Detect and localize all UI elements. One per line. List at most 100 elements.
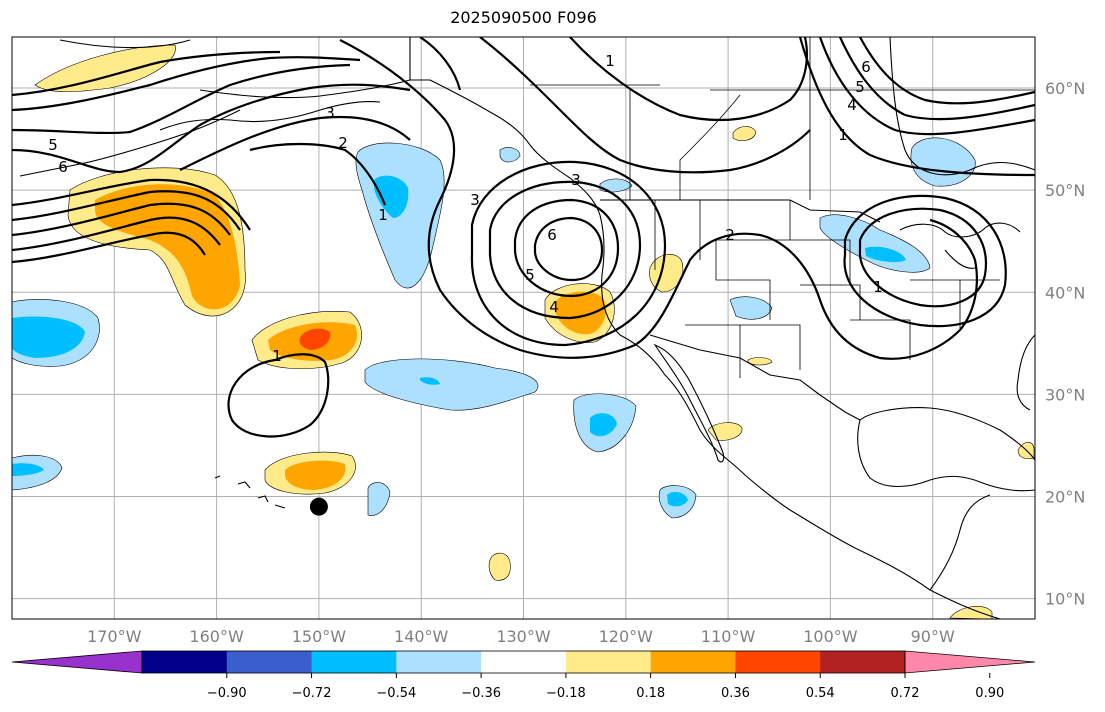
contour-north-ridge-2 (419, 37, 462, 91)
contour-west-4 (12, 216, 221, 252)
longitude-tick-label: 120°W (599, 627, 654, 646)
colorbar-extend-high (904, 650, 1036, 674)
contour-west-2 (12, 190, 241, 231)
anomaly-negative-wyoming (729, 296, 773, 320)
colorbar-tick-label: −0.18 (546, 686, 586, 701)
contour-ridge-west-coast-2 (179, 115, 411, 171)
anomaly-red-central-pacific (299, 328, 331, 350)
colorbar-tick-label: 0.72 (891, 686, 920, 701)
latitude-tick-label: 30°N (1045, 385, 1085, 404)
anomaly-positive-nm (747, 357, 773, 366)
contour-closed-low-2 (513, 198, 620, 298)
anomaly-negative-bc-coast (499, 147, 521, 163)
colorbar-segment (226, 651, 313, 673)
anomaly-cyan-socal-offshore (667, 492, 688, 507)
contour-north-ridge-3 (569, 37, 808, 122)
colorbar-segment (650, 651, 736, 673)
colorbar-tick-label: 0.18 (636, 686, 665, 701)
canada-provincial-lines (530, 37, 1035, 200)
anomaly-negative-hudson (910, 137, 976, 187)
map-frame (11, 36, 1036, 620)
contour-label: 6 (547, 226, 557, 244)
hawaiian-islands (214, 475, 286, 509)
latitude-labels: 60°N 50°N 40°N 30°N 20°N 10°N (1045, 79, 1085, 609)
longitude-tick-label: 130°W (496, 627, 551, 646)
latitude-tick-label: 40°N (1045, 283, 1085, 302)
contour-aleutian-low-1 (12, 83, 411, 174)
contour-northeast-2 (838, 37, 1035, 121)
contour-central-pacific-loop (227, 353, 330, 438)
anomaly-cyan-subtropic (420, 377, 440, 385)
contour-closed-low-3 (533, 216, 604, 282)
gridlines (12, 37, 1035, 619)
longitude-tick-label: 100°W (803, 627, 858, 646)
colorbar-segment (311, 651, 397, 673)
contour-label: 5 (855, 78, 865, 96)
colorbar-tick-label: 0.54 (806, 686, 835, 701)
contour-north-ridge-1 (479, 37, 811, 174)
colorbar-tick-label: 0.90 (975, 686, 1004, 701)
colorbar-segment (142, 651, 228, 673)
colorbar: −0.90 −0.72 −0.54 −0.36 −0.18 0.18 0.36 0.54 0.7… (11, 650, 1036, 701)
colorbar-tick-label: −0.72 (292, 686, 332, 701)
contour-aleutian-low-2 (12, 63, 351, 135)
anomaly-orange-hawaii-north (284, 460, 346, 490)
colorbar-segment (481, 651, 567, 673)
colorbar-segment (565, 651, 652, 673)
contour-aleutian-low-3 (12, 56, 361, 112)
contour-label: 1 (873, 278, 883, 296)
latitude-tick-label: 50°N (1045, 181, 1085, 200)
contour-label: 4 (549, 298, 559, 316)
contour-label: 1 (378, 206, 388, 224)
coastlines (19, 37, 1035, 619)
contour-label: 6 (58, 158, 68, 176)
us-state-lines (654, 200, 1000, 378)
latitude-tick-label: 20°N (1045, 487, 1085, 506)
shaded-anomalies (12, 44, 1035, 619)
longitude-tick-label: 170°W (87, 627, 142, 646)
aleutian-islands (19, 109, 241, 177)
contour-label: 3 (470, 191, 480, 209)
contour-great-lakes-low (858, 207, 987, 308)
great-lakes (899, 222, 1021, 269)
latitude-tick-label: 60°N (1045, 79, 1085, 98)
contour-label: 1 (272, 347, 282, 365)
contour-label: 1 (605, 52, 615, 70)
anomaly-cyan-west-edge (12, 316, 85, 358)
gulf-of-mexico-coast (857, 407, 1035, 492)
canada-us-border (600, 199, 881, 223)
contour-aleutian-low-4 (12, 50, 281, 97)
colorbar-tick-label: −0.90 (207, 686, 247, 701)
contour-east-ridge (339, 39, 978, 360)
contour-ridge-west-coast (249, 142, 387, 206)
colorbar-segment (735, 651, 821, 673)
anomaly-positive-se-corner (949, 606, 993, 619)
anomaly-positive-bc (732, 126, 757, 141)
contour-lines (12, 37, 1035, 438)
anomaly-negative-pnw (599, 178, 633, 193)
contour-west-1 (12, 178, 251, 231)
central-america (929, 494, 991, 591)
map-title: 2025090500 F096 (450, 8, 597, 27)
contour-closed-low-4 (470, 160, 667, 347)
contour-northeast-1 (818, 37, 1035, 136)
contour-west-5 (12, 231, 206, 264)
contour-closed-low-1 (488, 180, 642, 320)
contour-label: 2 (725, 226, 735, 244)
contour-label: 6 (861, 58, 871, 76)
station-marker (309, 497, 328, 516)
anomaly-positive-tropical (488, 552, 511, 581)
colorbar-tick-label: 0.36 (721, 686, 750, 701)
contour-label: 3 (571, 171, 581, 189)
anomaly-cyan-west-edge-south (12, 463, 44, 476)
longitude-tick-label: 160°W (189, 627, 244, 646)
us-mexico-border (649, 334, 861, 421)
anomaly-negative-hawaii-south (367, 482, 391, 516)
colorbar-extend-low (11, 650, 143, 674)
contour-label: 3 (325, 104, 335, 122)
atlantic-coast (1016, 334, 1035, 411)
longitude-tick-label: 90°W (911, 627, 955, 646)
latitude-tick-label: 10°N (1045, 590, 1085, 609)
